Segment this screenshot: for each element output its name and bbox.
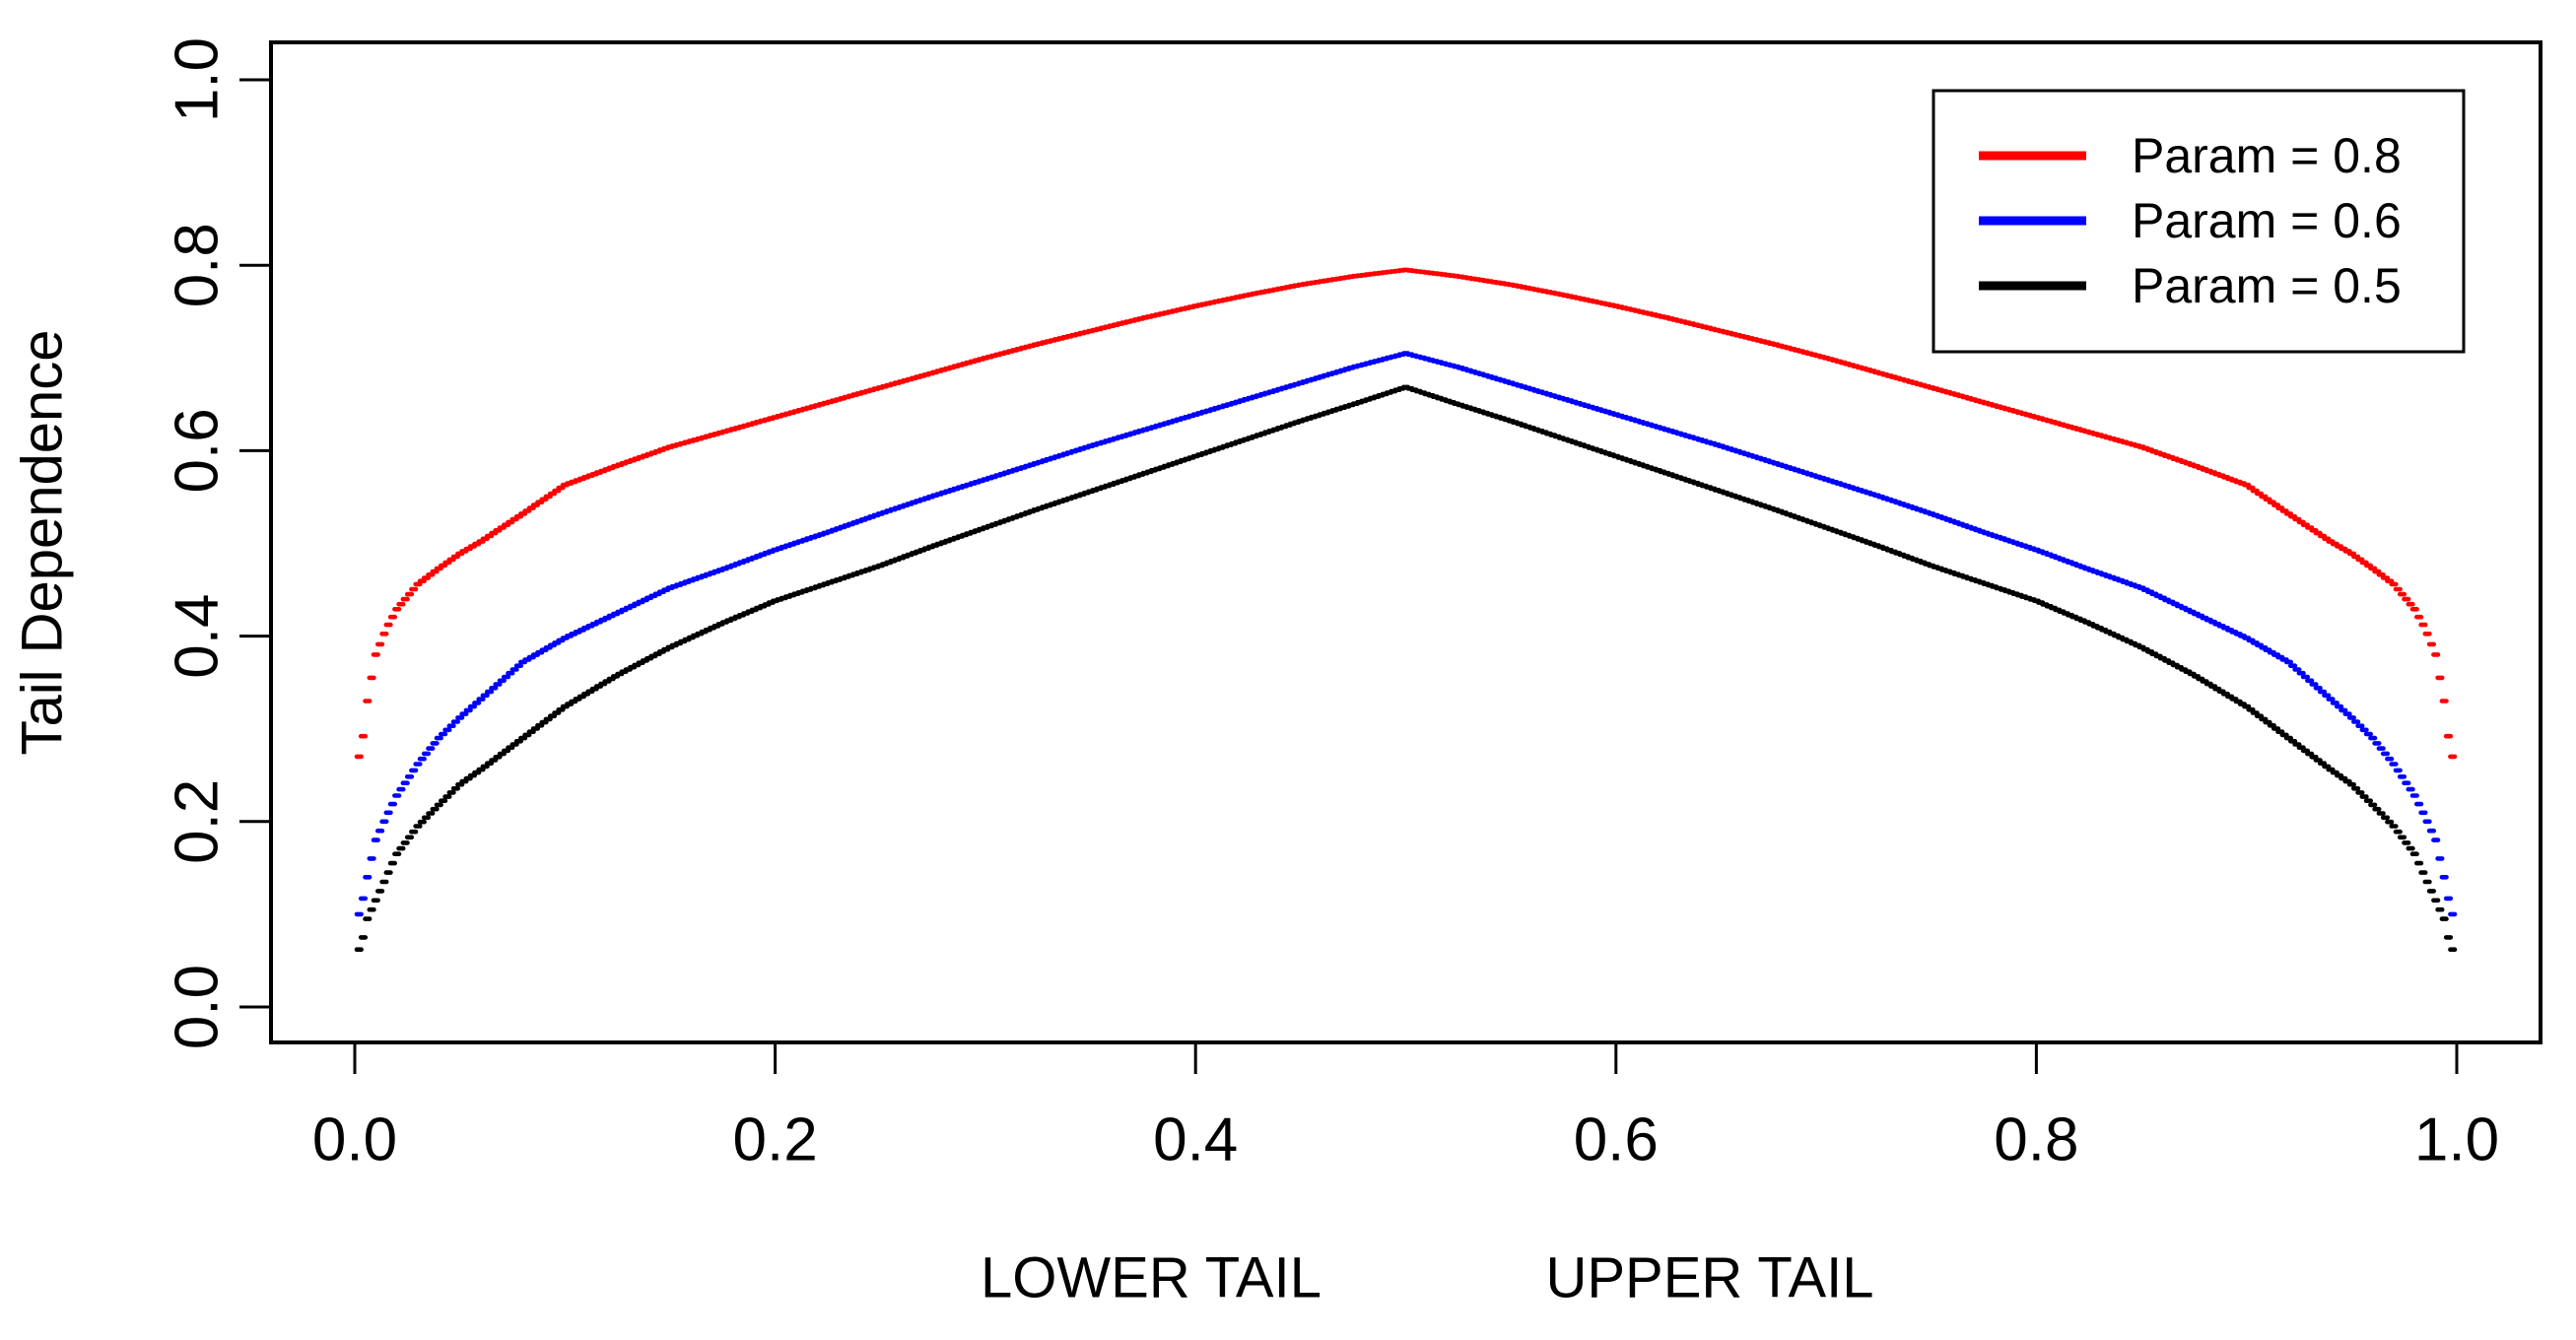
legend: Param = 0.8 Param = 0.6 Param = 0.5 xyxy=(1932,89,2466,354)
y-axis: 0.0 0.2 0.4 0.6 0.8 1.0 xyxy=(164,37,271,1049)
x-tick-label: 0.4 xyxy=(1153,1106,1238,1174)
x-tick-label: 0.6 xyxy=(1574,1106,1659,1174)
series-param-0.6 xyxy=(354,351,2458,917)
legend-label: Param = 0.5 xyxy=(2132,258,2402,313)
curve-param-0.8 xyxy=(354,267,2458,760)
y-tick-label: 0.8 xyxy=(164,223,232,307)
curve-param-0.6 xyxy=(354,351,2458,917)
legend-label: Param = 0.6 xyxy=(2132,193,2402,248)
legend-label: Param = 0.8 xyxy=(2132,128,2402,183)
x-axis-title-upper-tail: UPPER TAIL xyxy=(1545,1246,1873,1310)
axis-titles: Tail Dependence LOWER TAIL UPPER TAIL xyxy=(11,329,1874,1309)
y-tick-label: 0.4 xyxy=(164,593,232,678)
y-axis-title: Tail Dependence xyxy=(11,329,75,755)
x-axis-title-lower-tail: LOWER TAIL xyxy=(981,1246,1322,1310)
x-tick-label: 1.0 xyxy=(2414,1106,2499,1174)
y-tick-label: 0.2 xyxy=(164,779,232,864)
y-tick-label: 1.0 xyxy=(164,37,232,122)
curve-param-0.5 xyxy=(354,384,2458,952)
y-tick-label: 0.0 xyxy=(164,965,232,1049)
y-tick-label: 0.6 xyxy=(164,408,232,493)
x-tick-label: 0.8 xyxy=(1994,1106,2078,1174)
x-axis: 0.0 0.2 0.4 0.6 0.8 1.0 xyxy=(312,1042,2499,1174)
x-tick-label: 0.2 xyxy=(732,1106,817,1174)
x-tick-label: 0.0 xyxy=(312,1106,397,1174)
series-param-0.5 xyxy=(354,384,2458,952)
series-param-0.8 xyxy=(354,267,2458,760)
plot-border xyxy=(269,40,2542,1044)
